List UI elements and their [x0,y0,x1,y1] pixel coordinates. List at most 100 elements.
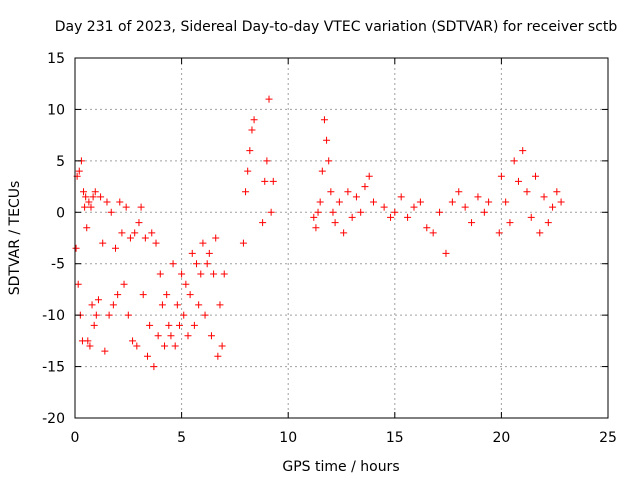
data-point [416,198,424,206]
data-point [497,172,505,180]
data-point [423,224,431,232]
x-tick-label: 5 [177,430,186,446]
data-point [532,172,540,180]
data-point [105,311,113,319]
data-point [184,332,192,340]
data-point [348,213,356,221]
data-point [316,198,324,206]
plot-frame [74,57,609,419]
y-tick-label: -5 [51,257,65,273]
data-point [165,321,173,329]
data-point [175,321,183,329]
data-point [103,198,111,206]
data-point [173,301,181,309]
data-point [167,332,175,340]
data-point [214,352,222,360]
y-tick-label: -10 [42,308,65,324]
data-point [540,193,548,201]
data-point [131,229,139,237]
data-point [480,208,488,216]
data-point [122,203,130,211]
data-point [180,311,188,319]
data-point [448,198,456,206]
data-point [335,198,343,206]
data-point [329,208,337,216]
data-point [216,301,224,309]
x-tick-label: 0 [71,430,80,446]
data-point [158,301,166,309]
data-point [327,188,335,196]
data-point [502,198,510,206]
data-points [72,95,565,371]
data-point [178,270,186,278]
data-point [171,342,179,350]
y-tick-label: 15 [47,51,65,67]
data-point [169,260,177,268]
data-point [220,270,228,278]
data-point [193,260,201,268]
data-point [246,147,254,155]
y-tick-label: 0 [56,205,65,221]
data-point [510,157,518,165]
data-point [242,188,250,196]
x-tick-label: 20 [492,430,510,446]
data-point [352,193,360,201]
data-point [201,311,209,319]
data-point [549,203,557,211]
data-point [126,234,134,242]
data-point [557,198,565,206]
chart-title: Day 231 of 2023, Sidereal Day-to-day VTE… [55,19,618,35]
data-point [205,249,213,257]
data-point [506,219,514,227]
y-tick-label: -15 [42,360,65,376]
data-point [344,188,352,196]
x-tick-label: 15 [386,430,404,446]
data-point [218,342,226,350]
data-point [468,219,476,227]
data-point [203,260,211,268]
data-point [259,219,267,227]
data-point [485,198,493,206]
data-point [152,239,160,247]
data-point [340,229,348,237]
data-point [141,234,149,242]
data-point [369,198,377,206]
data-point [154,332,162,340]
data-point [267,208,275,216]
data-point [148,229,156,237]
data-point [495,229,503,237]
data-point [523,188,531,196]
x-axis-label: GPS time / hours [282,459,399,475]
data-point [442,249,450,257]
data-point [90,321,98,329]
data-point [89,193,97,201]
data-point [133,342,141,350]
data-point [84,337,92,345]
data-point [314,208,322,216]
data-point [163,291,171,299]
y-tick-label: -20 [42,411,65,427]
data-point [107,208,115,216]
data-point [146,321,154,329]
data-point [514,177,522,185]
grid [75,58,608,418]
data-point [325,157,333,165]
x-tick-label: 10 [279,430,297,446]
data-point [527,213,535,221]
data-point [318,167,326,175]
data-point [239,239,247,247]
data-point [85,198,93,206]
data-point [72,244,80,252]
data-point [114,291,122,299]
data-point [195,301,203,309]
data-point [380,203,388,211]
data-point [118,229,126,237]
data-point [250,116,258,124]
x-tick-label: 25 [599,430,617,446]
data-point [544,219,552,227]
data-point [553,188,561,196]
data-point [210,270,218,278]
data-point [519,147,527,155]
data-point [81,203,89,211]
